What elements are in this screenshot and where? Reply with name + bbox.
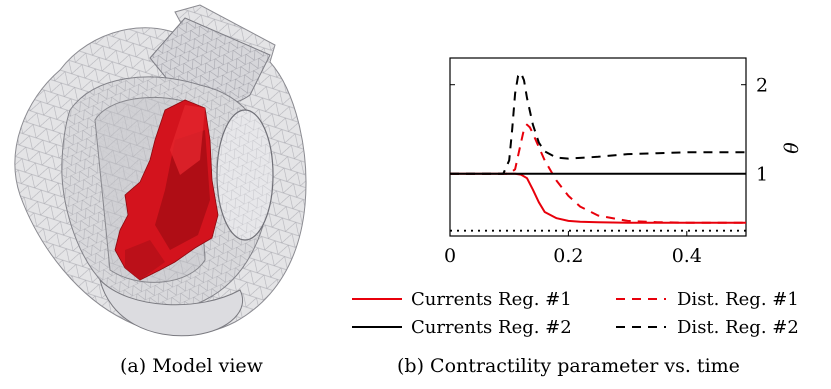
caption-contractility: (b) Contractility parameter vs. time <box>397 355 740 377</box>
y-axis-label: θ <box>781 142 803 154</box>
caption-model-view: (a) Model view <box>120 355 263 377</box>
x-tick-label: 0 <box>444 245 456 267</box>
legend-label-currents-reg-2: Currents Reg. #2 <box>411 317 572 338</box>
heart-apex-rim <box>99 278 244 337</box>
y-tick-label: 2 <box>756 75 768 97</box>
series-layer <box>450 72 746 232</box>
legend-label-dist-reg-2: Dist. Reg. #2 <box>677 317 799 338</box>
ticks-layer: 0 0.2 0.4 1 2 <box>444 75 768 267</box>
plot-frame <box>449 57 747 237</box>
series-line-dist-reg-2 <box>450 72 746 175</box>
y-tick-label: 1 <box>756 164 768 186</box>
legend-label-dist-reg-1: Dist. Reg. #1 <box>677 289 799 310</box>
legend-label-currents-reg-1: Currents Reg. #1 <box>411 289 572 310</box>
series-line-dist-reg-1 <box>450 123 746 224</box>
legend: Currents Reg. #1 Dist. Reg. #1 Currents … <box>352 289 799 338</box>
x-tick-label: 0.2 <box>553 245 583 267</box>
x-tick-label: 0.4 <box>672 245 702 267</box>
